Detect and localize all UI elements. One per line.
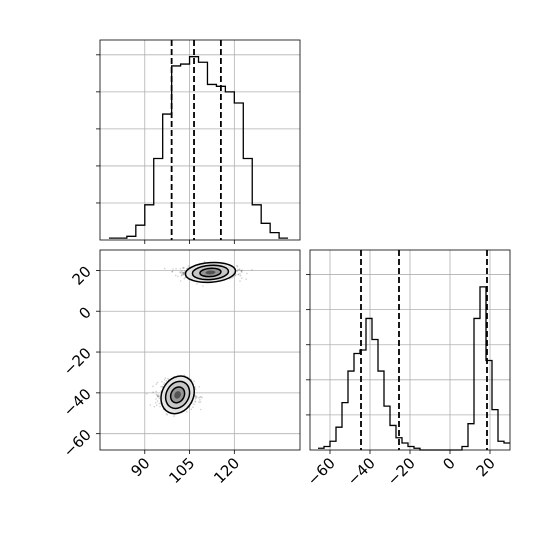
x-tick-label: 105 bbox=[165, 454, 198, 487]
density-contour bbox=[184, 261, 237, 284]
x-tick-label: 120 bbox=[210, 454, 243, 487]
y-tick-label: −60 bbox=[60, 426, 95, 461]
scatter-panel-param1-vs-param2: 90 105 120 20 0 −20 −40 −60 bbox=[60, 249, 301, 487]
histogram-step-param2 bbox=[318, 286, 510, 451]
histogram-step-param1 bbox=[108, 56, 289, 239]
x-tick-label: −60 bbox=[304, 454, 339, 489]
y-tick-label: −20 bbox=[60, 344, 95, 379]
density-contour bbox=[191, 264, 230, 281]
histogram-panel-param2: −60 −40 −20 0 20 bbox=[304, 249, 511, 489]
x-tick-label: −40 bbox=[344, 454, 379, 489]
x-tick-label: −20 bbox=[384, 454, 419, 489]
y-tick-label: 0 bbox=[75, 303, 94, 322]
x-tick-label: 20 bbox=[473, 454, 499, 480]
y-tick-label: 20 bbox=[69, 263, 95, 289]
y-tick-label: −40 bbox=[60, 385, 95, 420]
x-tick-label: 0 bbox=[439, 454, 458, 473]
density-contour bbox=[169, 386, 186, 404]
density-contour bbox=[199, 267, 222, 278]
density-contour bbox=[160, 375, 195, 415]
x-tick-label: 90 bbox=[127, 454, 153, 480]
histogram-panel-param1 bbox=[96, 39, 301, 244]
density-contour bbox=[164, 380, 191, 410]
